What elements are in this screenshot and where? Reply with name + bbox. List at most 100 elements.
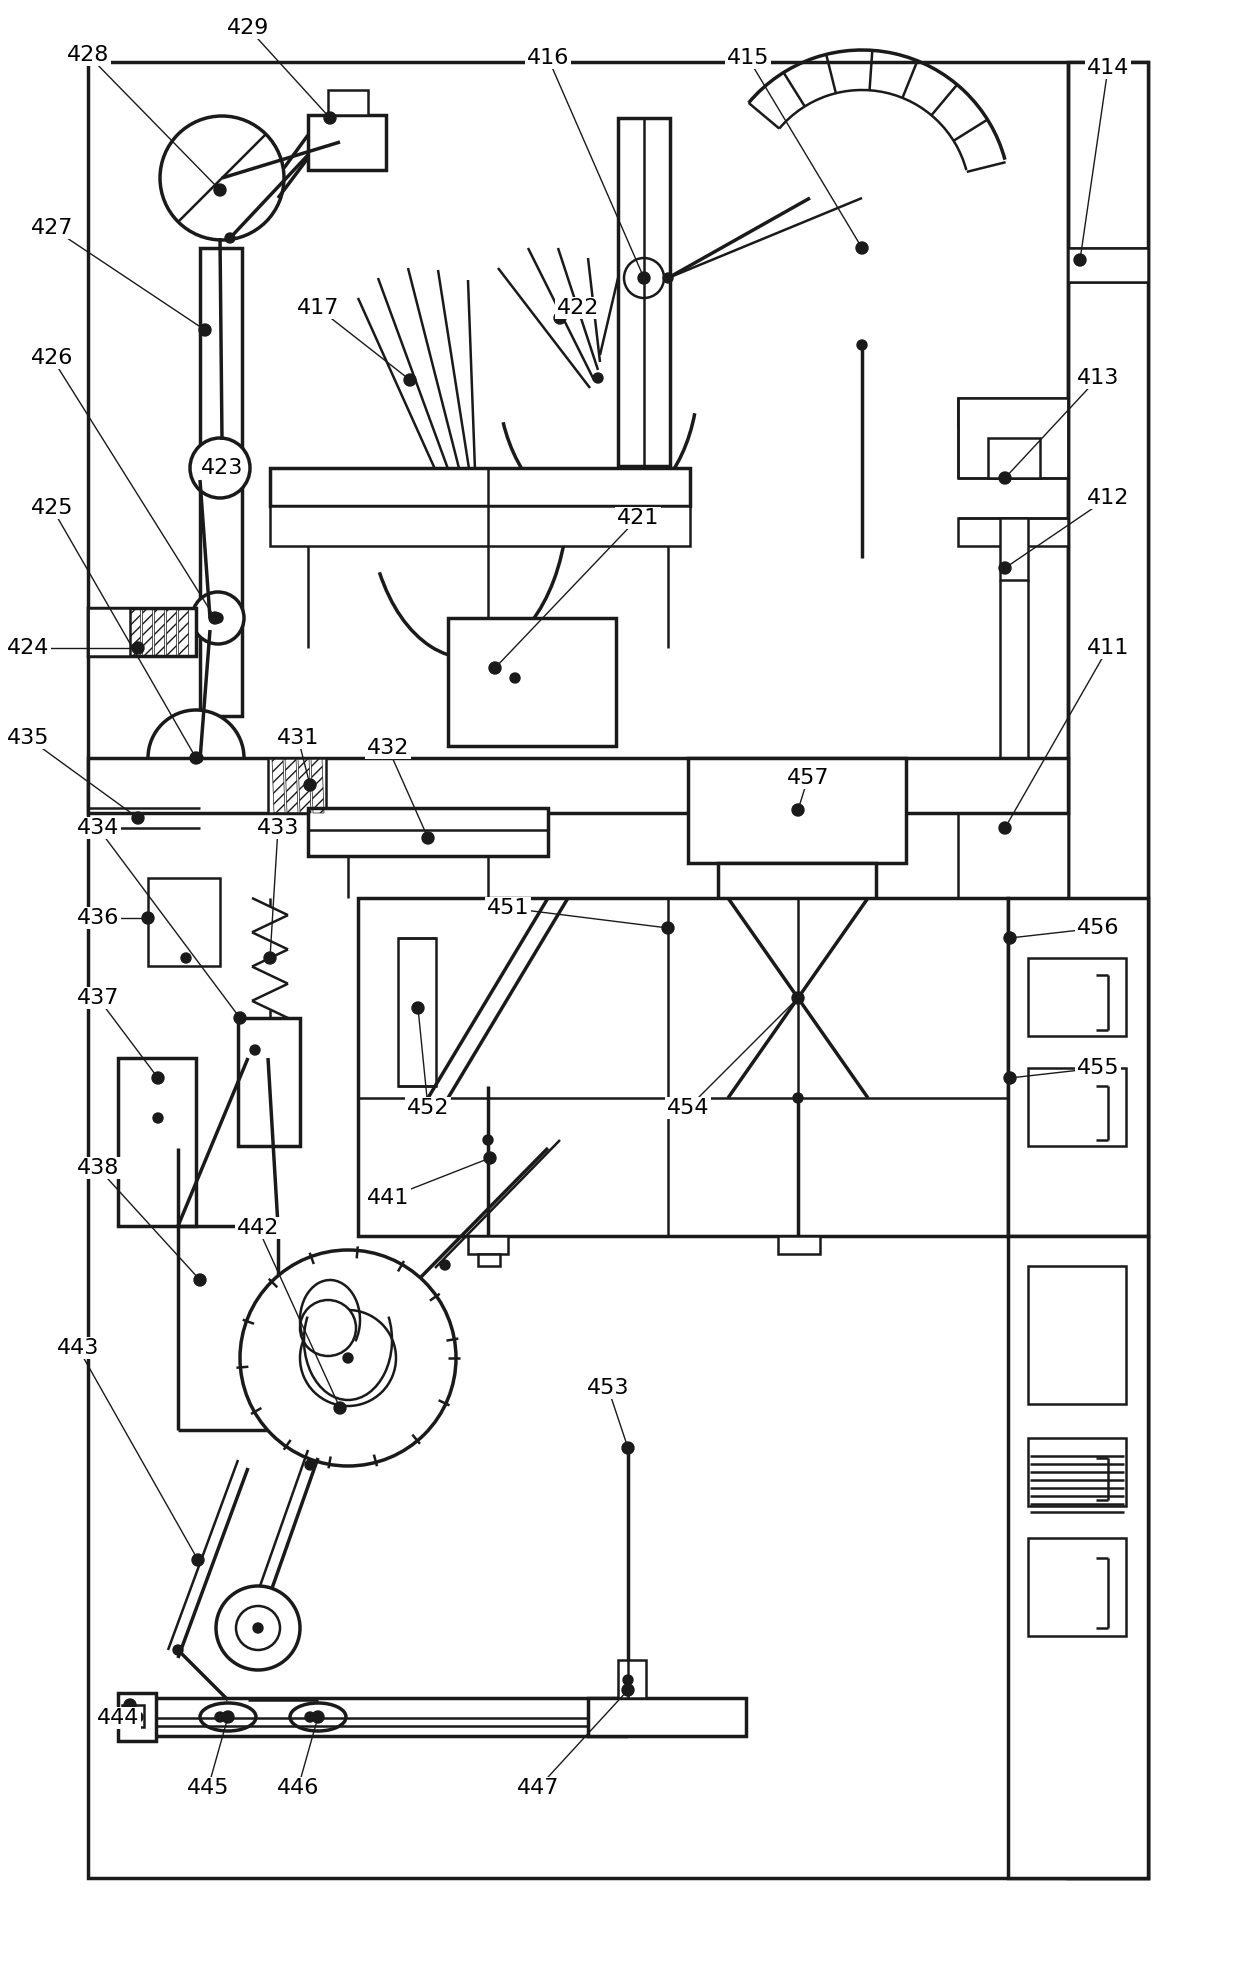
- Text: 423: 423: [201, 458, 243, 478]
- Circle shape: [622, 1675, 632, 1685]
- Circle shape: [343, 1353, 353, 1362]
- Bar: [308, 808, 548, 855]
- Text: 417: 417: [296, 299, 340, 318]
- Circle shape: [192, 592, 244, 645]
- Bar: [118, 1058, 196, 1227]
- Bar: [748, 932, 848, 979]
- Bar: [88, 607, 130, 657]
- Circle shape: [216, 462, 228, 474]
- Circle shape: [489, 663, 501, 674]
- Bar: [959, 397, 1068, 478]
- Circle shape: [236, 1606, 280, 1649]
- Circle shape: [305, 1461, 315, 1471]
- Bar: [618, 118, 670, 466]
- Text: 451: 451: [487, 898, 529, 918]
- Text: 443: 443: [57, 1339, 99, 1359]
- Text: 441: 441: [367, 1187, 409, 1207]
- Text: 442: 442: [237, 1219, 279, 1239]
- Text: 453: 453: [587, 1378, 629, 1398]
- Circle shape: [440, 1260, 450, 1270]
- Circle shape: [190, 753, 202, 765]
- Circle shape: [999, 472, 1011, 484]
- Text: 431: 431: [277, 727, 319, 747]
- Circle shape: [792, 804, 804, 816]
- Bar: [1008, 898, 1148, 1237]
- Circle shape: [264, 952, 277, 963]
- Circle shape: [300, 1300, 356, 1357]
- Circle shape: [160, 116, 284, 240]
- Text: 437: 437: [77, 989, 119, 1009]
- Bar: [358, 898, 1008, 1237]
- Circle shape: [663, 273, 673, 283]
- Circle shape: [484, 1152, 496, 1164]
- Text: 428: 428: [67, 45, 109, 65]
- Bar: [88, 607, 196, 657]
- Bar: [738, 979, 858, 1016]
- Bar: [329, 90, 368, 114]
- Circle shape: [794, 804, 804, 816]
- Circle shape: [1074, 254, 1086, 265]
- Circle shape: [190, 438, 250, 497]
- Text: 413: 413: [1076, 368, 1120, 387]
- Text: 444: 444: [97, 1708, 139, 1728]
- Bar: [308, 114, 386, 169]
- Circle shape: [624, 258, 663, 299]
- Bar: [200, 248, 242, 716]
- Circle shape: [210, 611, 221, 623]
- Circle shape: [143, 912, 154, 924]
- Bar: [398, 938, 436, 1085]
- Bar: [138, 1699, 626, 1736]
- Circle shape: [253, 1624, 263, 1634]
- Bar: [728, 1016, 868, 1046]
- Bar: [88, 759, 1068, 814]
- Circle shape: [198, 324, 211, 336]
- Circle shape: [153, 1113, 162, 1123]
- Text: 447: 447: [517, 1777, 559, 1799]
- Circle shape: [1004, 1073, 1016, 1083]
- Text: 422: 422: [557, 299, 599, 318]
- Circle shape: [131, 812, 144, 824]
- Text: 435: 435: [6, 727, 50, 747]
- Bar: [1008, 1237, 1148, 1878]
- Circle shape: [999, 822, 1011, 834]
- Bar: [718, 863, 875, 932]
- Bar: [122, 1705, 144, 1726]
- Circle shape: [1004, 1071, 1016, 1083]
- Circle shape: [593, 374, 603, 383]
- Bar: [270, 505, 689, 547]
- Text: 434: 434: [77, 818, 119, 838]
- Bar: [1008, 898, 1068, 1237]
- Circle shape: [193, 1274, 206, 1286]
- Circle shape: [622, 1685, 634, 1697]
- Bar: [688, 759, 906, 863]
- Bar: [88, 63, 1148, 1878]
- Circle shape: [224, 234, 236, 244]
- Bar: [1068, 63, 1148, 1878]
- Bar: [268, 759, 326, 814]
- Text: 427: 427: [31, 218, 73, 238]
- Bar: [959, 759, 1068, 898]
- Bar: [1028, 1266, 1126, 1404]
- Circle shape: [131, 643, 144, 655]
- Bar: [999, 517, 1028, 580]
- Text: 433: 433: [257, 818, 299, 838]
- Text: 424: 424: [6, 639, 50, 659]
- Circle shape: [510, 672, 520, 682]
- Bar: [1028, 1437, 1126, 1506]
- Circle shape: [662, 922, 675, 934]
- Circle shape: [794, 1093, 804, 1103]
- Circle shape: [856, 242, 868, 254]
- Circle shape: [300, 1309, 396, 1406]
- Text: 456: 456: [1076, 918, 1120, 938]
- Bar: [148, 879, 219, 965]
- Text: 452: 452: [407, 1097, 449, 1119]
- Bar: [1028, 957, 1126, 1036]
- Bar: [777, 1237, 820, 1254]
- Text: 415: 415: [727, 47, 769, 69]
- Circle shape: [554, 313, 565, 324]
- Text: 416: 416: [527, 47, 569, 69]
- Circle shape: [250, 1046, 260, 1056]
- Bar: [1028, 1537, 1126, 1636]
- Bar: [1068, 248, 1148, 281]
- Circle shape: [792, 993, 804, 1005]
